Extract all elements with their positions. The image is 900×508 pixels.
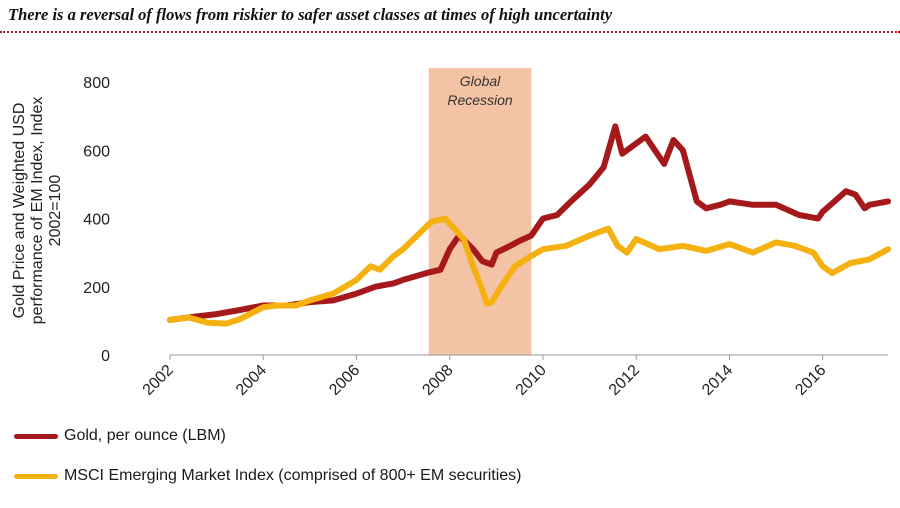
y-axis-label: Gold Price and Weighted USDperformance o…: [11, 97, 64, 325]
chart-title: There is a reversal of flows from riskie…: [8, 5, 613, 24]
legend-swatch-msci: [14, 474, 58, 479]
title-divider: [0, 31, 900, 33]
recession-label-line2: Recession: [447, 92, 513, 108]
x-tick-label-2012: 2012: [606, 362, 643, 399]
recession-label-line1: Global: [460, 73, 501, 89]
x-tick-label-2008: 2008: [419, 362, 456, 399]
series-line-msci: [167, 215, 891, 327]
y-tick-label-600: 600: [83, 143, 110, 160]
series-line-gold: [167, 123, 891, 323]
legend-swatch-gold: [14, 434, 58, 439]
x-tick-label-2016: 2016: [792, 362, 829, 399]
x-tick-label-2010: 2010: [513, 362, 550, 399]
x-tick-label-2014: 2014: [699, 362, 736, 399]
recession-band: [428, 68, 532, 355]
legend-label-msci: MSCI Emerging Market Index (comprised of…: [64, 467, 522, 484]
x-tick-label-2002: 2002: [140, 362, 177, 399]
y-tick-label-800: 800: [83, 75, 110, 92]
x-tick-label-2004: 2004: [233, 362, 270, 399]
x-tick-label-2006: 2006: [326, 362, 363, 399]
y-tick-label-0: 0: [101, 348, 110, 365]
y-tick-label-200: 200: [83, 280, 110, 297]
legend-label-gold: Gold, per ounce (LBM): [64, 427, 226, 444]
y-tick-label-400: 400: [83, 212, 110, 229]
